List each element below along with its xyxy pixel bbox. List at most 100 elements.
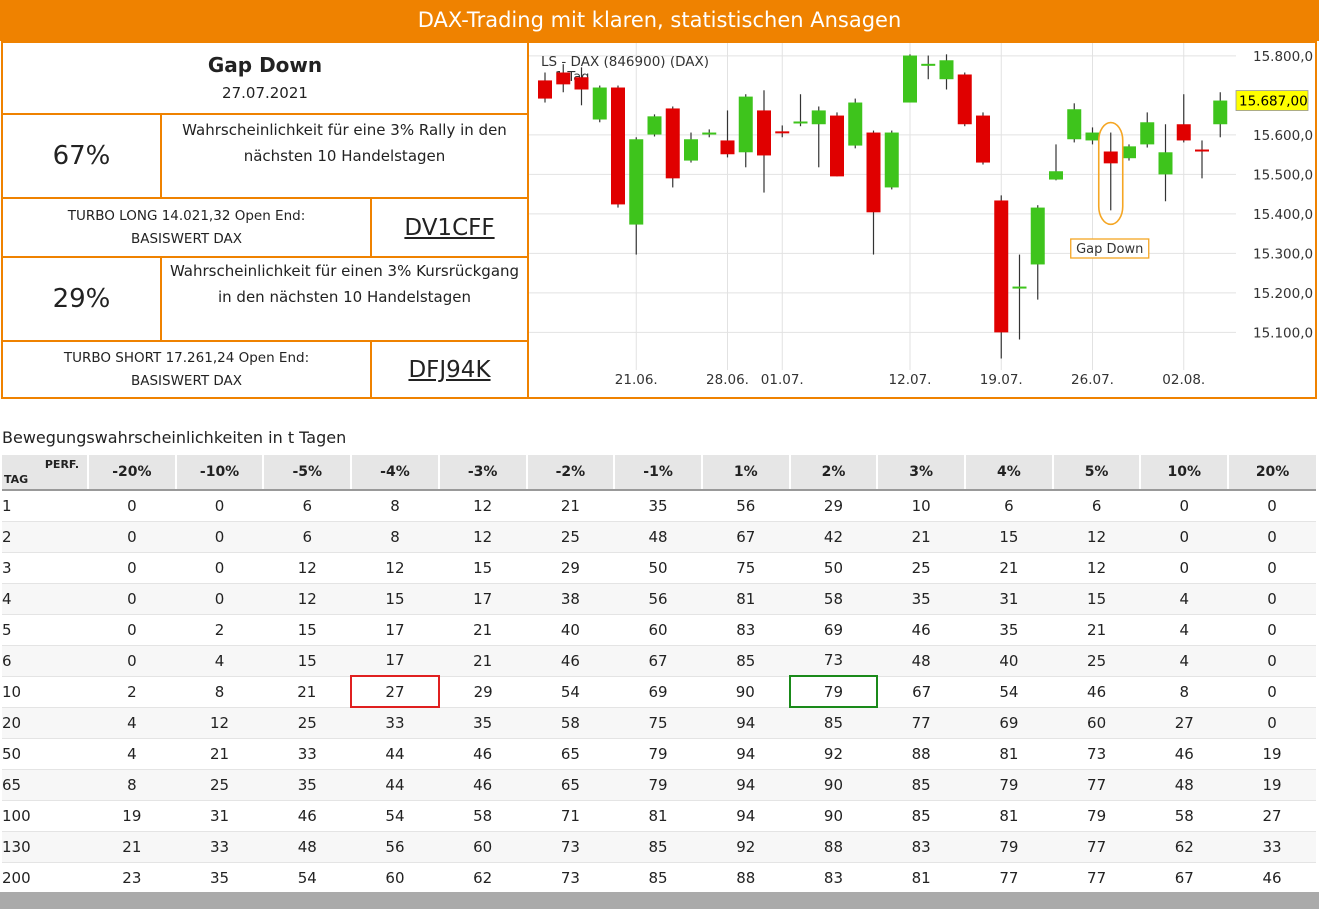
table-cell: 40 <box>965 645 1053 677</box>
table-cell: 46 <box>263 800 352 832</box>
table-cell: 0 <box>1140 521 1229 553</box>
table-cell: 94 <box>701 707 790 739</box>
table-cell: 21 <box>438 614 527 646</box>
column-header: -4% <box>350 455 439 491</box>
table-cell: 4 <box>88 707 176 739</box>
table-cell: 12 <box>438 521 527 553</box>
table-cell: 48 <box>614 521 702 553</box>
table-cell: 79 <box>788 675 879 708</box>
table-cell: 83 <box>789 862 878 894</box>
y-tick-label: 15.800,0 <box>1253 49 1313 65</box>
table-cell: 25 <box>877 552 966 584</box>
table-cell: 31 <box>175 800 264 832</box>
table-cell: 79 <box>614 769 702 801</box>
table-cell: 62 <box>1140 831 1229 863</box>
table-cell: 15 <box>263 645 352 677</box>
table-cell: 21 <box>1052 614 1141 646</box>
table-row: 100 19 31 46 54 58 71 81 94 90 85 81 79 58 27 <box>2 800 1316 832</box>
row-label: 1 <box>2 490 88 522</box>
row-label: 100 <box>2 800 88 832</box>
chart-box: 15.100,0 15.200,0 15.300,0 15.400,0 15.500,0… <box>529 41 1317 399</box>
column-header: 5% <box>1051 455 1141 491</box>
candle-body <box>647 116 662 135</box>
table-cell: 0 <box>88 614 176 646</box>
table-cell: 27 <box>1228 800 1316 832</box>
y-tick-label: 15.500,0 <box>1253 167 1313 183</box>
table-cell: 67 <box>614 645 702 677</box>
signal-cell: Gap Down 27.07.2021 <box>3 43 527 115</box>
text-line: TURBO LONG 14.021,32 Open End: <box>67 207 306 224</box>
candle-body <box>939 60 954 80</box>
row-label: 6 <box>2 645 88 677</box>
table-cell: 4 <box>175 645 264 677</box>
row-label: 3 <box>2 552 88 584</box>
table-cell: 4 <box>1140 645 1229 677</box>
table-cell: 6 <box>965 490 1053 522</box>
annotation-box <box>1070 238 1150 259</box>
table-cell: 19 <box>88 800 176 832</box>
table-cell: 85 <box>877 769 966 801</box>
table-cell: 77 <box>877 707 966 739</box>
column-header: 2% <box>788 455 878 491</box>
table-cell: 58 <box>526 707 615 739</box>
column-header: -10% <box>174 455 264 491</box>
table-cell: 25 <box>175 769 264 801</box>
table-cell: 27 <box>1140 707 1229 739</box>
table-cell: 35 <box>175 862 264 894</box>
table-cell: 21 <box>877 521 966 553</box>
candle-body <box>1195 149 1209 152</box>
candle-body <box>1158 152 1173 175</box>
table-cell: 27 <box>350 675 440 708</box>
footer-bar <box>0 892 1319 909</box>
x-tick-label: 28.06. <box>706 372 749 388</box>
table-row: 130 21 33 48 56 60 73 85 92 88 83 79 77 62 33 <box>2 831 1316 863</box>
table-cell: 54 <box>526 676 615 708</box>
candle-body <box>1176 124 1191 141</box>
table-cell: 56 <box>351 831 439 863</box>
probability-table: PERF. TAG -20% -10% -5% -4% -3% -2% -1% 1% 2% 3% 4% 5… <box>2 455 1316 894</box>
table-row: 50 4 21 33 44 46 65 79 94 92 88 81 73 46 19 <box>2 738 1316 770</box>
table-cell: 4 <box>1140 583 1229 615</box>
table-cell: 79 <box>965 769 1053 801</box>
table-row: 200 23 35 54 60 62 73 85 88 83 81 77 77 67 46 <box>2 862 1316 894</box>
short-wkn-link[interactable]: DFJ94K <box>408 356 491 383</box>
candle-body <box>1067 109 1082 140</box>
table-cell: 46 <box>877 614 966 646</box>
candle-body <box>592 87 607 120</box>
candle-body <box>611 87 625 205</box>
column-header: 20% <box>1227 455 1316 491</box>
text-line: BASISWERT DAX <box>130 230 243 247</box>
table-row: 10 2 8 21 27 29 54 69 90 79 67 54 46 8 0 <box>2 675 1316 708</box>
long-wkn-cell: DV1CFF <box>372 199 527 258</box>
text-line: nächsten 10 Handelstagen <box>243 147 446 165</box>
table-cell: 0 <box>175 552 264 584</box>
candle-body <box>738 96 753 153</box>
table-cell: 21 <box>526 490 615 522</box>
table-cell: 77 <box>1052 862 1141 894</box>
table-cell: 8 <box>351 521 439 553</box>
table-cell: 67 <box>701 521 790 553</box>
table-cell: 25 <box>526 521 615 553</box>
table-cell: 12 <box>351 552 439 584</box>
table-cell: 85 <box>614 831 702 863</box>
table-cell: 6 <box>1052 490 1141 522</box>
table-cell: 12 <box>263 552 352 584</box>
long-wkn-link[interactable]: DV1CFF <box>404 214 495 241</box>
table-cell: 46 <box>1228 862 1316 894</box>
candle-body <box>702 132 717 135</box>
table-cell: 0 <box>1140 552 1229 584</box>
table-cell: 46 <box>1052 676 1141 708</box>
table-cell: 60 <box>351 862 439 894</box>
table-cell: 50 <box>789 552 878 584</box>
table-cell: 25 <box>263 707 352 739</box>
candle-body <box>1012 286 1027 289</box>
candle-body <box>1030 207 1045 265</box>
table-cell: 0 <box>175 490 264 522</box>
candle-body <box>757 110 771 156</box>
candle-body <box>957 74 972 125</box>
candle-body <box>830 115 844 177</box>
row-label: 200 <box>2 862 88 894</box>
table-cell: 58 <box>789 583 878 615</box>
table-cell: 56 <box>701 490 790 522</box>
